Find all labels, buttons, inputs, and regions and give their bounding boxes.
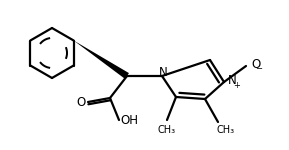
Text: −: − xyxy=(255,64,262,74)
Text: O: O xyxy=(76,96,86,108)
Text: N: N xyxy=(159,66,167,80)
Text: CH₃: CH₃ xyxy=(158,125,176,135)
Polygon shape xyxy=(74,40,129,79)
Text: N: N xyxy=(228,75,237,87)
Text: OH: OH xyxy=(120,114,138,126)
Text: CH₃: CH₃ xyxy=(217,125,235,135)
Text: O: O xyxy=(251,58,260,72)
Text: +: + xyxy=(234,81,240,90)
